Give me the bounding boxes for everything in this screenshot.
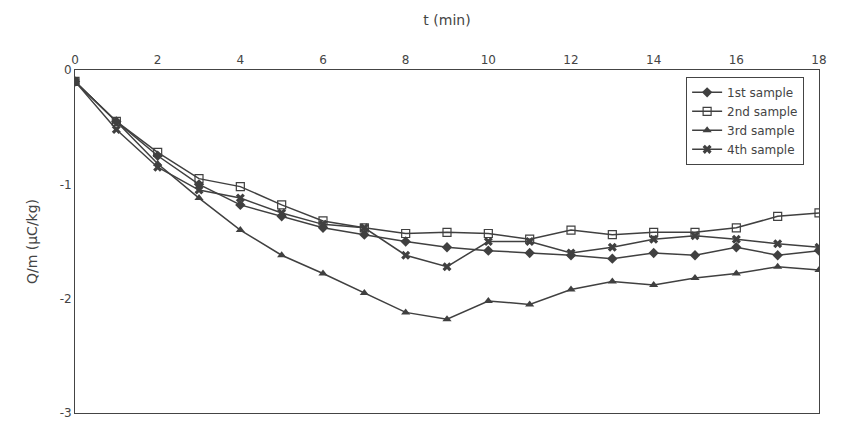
svg-text:2: 2 <box>154 53 162 67</box>
svg-text:10: 10 <box>481 53 496 67</box>
svg-text:0: 0 <box>71 53 79 67</box>
svg-text:t (min): t (min) <box>423 12 470 28</box>
svg-text:2nd sample: 2nd sample <box>727 105 797 119</box>
svg-text:18: 18 <box>811 53 826 67</box>
svg-text:16: 16 <box>729 53 744 67</box>
svg-text:0: 0 <box>64 63 72 77</box>
svg-text:4th sample: 4th sample <box>727 143 794 157</box>
svg-text:-3: -3 <box>60 406 72 420</box>
svg-text:4: 4 <box>237 53 245 67</box>
svg-text:12: 12 <box>563 53 578 67</box>
svg-text:6: 6 <box>319 53 327 67</box>
svg-text:8: 8 <box>402 53 410 67</box>
svg-text:-2: -2 <box>60 292 72 306</box>
svg-text:Q/m (μC/kg): Q/m (μC/kg) <box>24 199 40 284</box>
svg-text:14: 14 <box>646 53 661 67</box>
svg-text:1st sample: 1st sample <box>727 86 793 100</box>
svg-text:3rd sample: 3rd sample <box>727 124 794 138</box>
svg-text:-1: -1 <box>60 178 72 192</box>
